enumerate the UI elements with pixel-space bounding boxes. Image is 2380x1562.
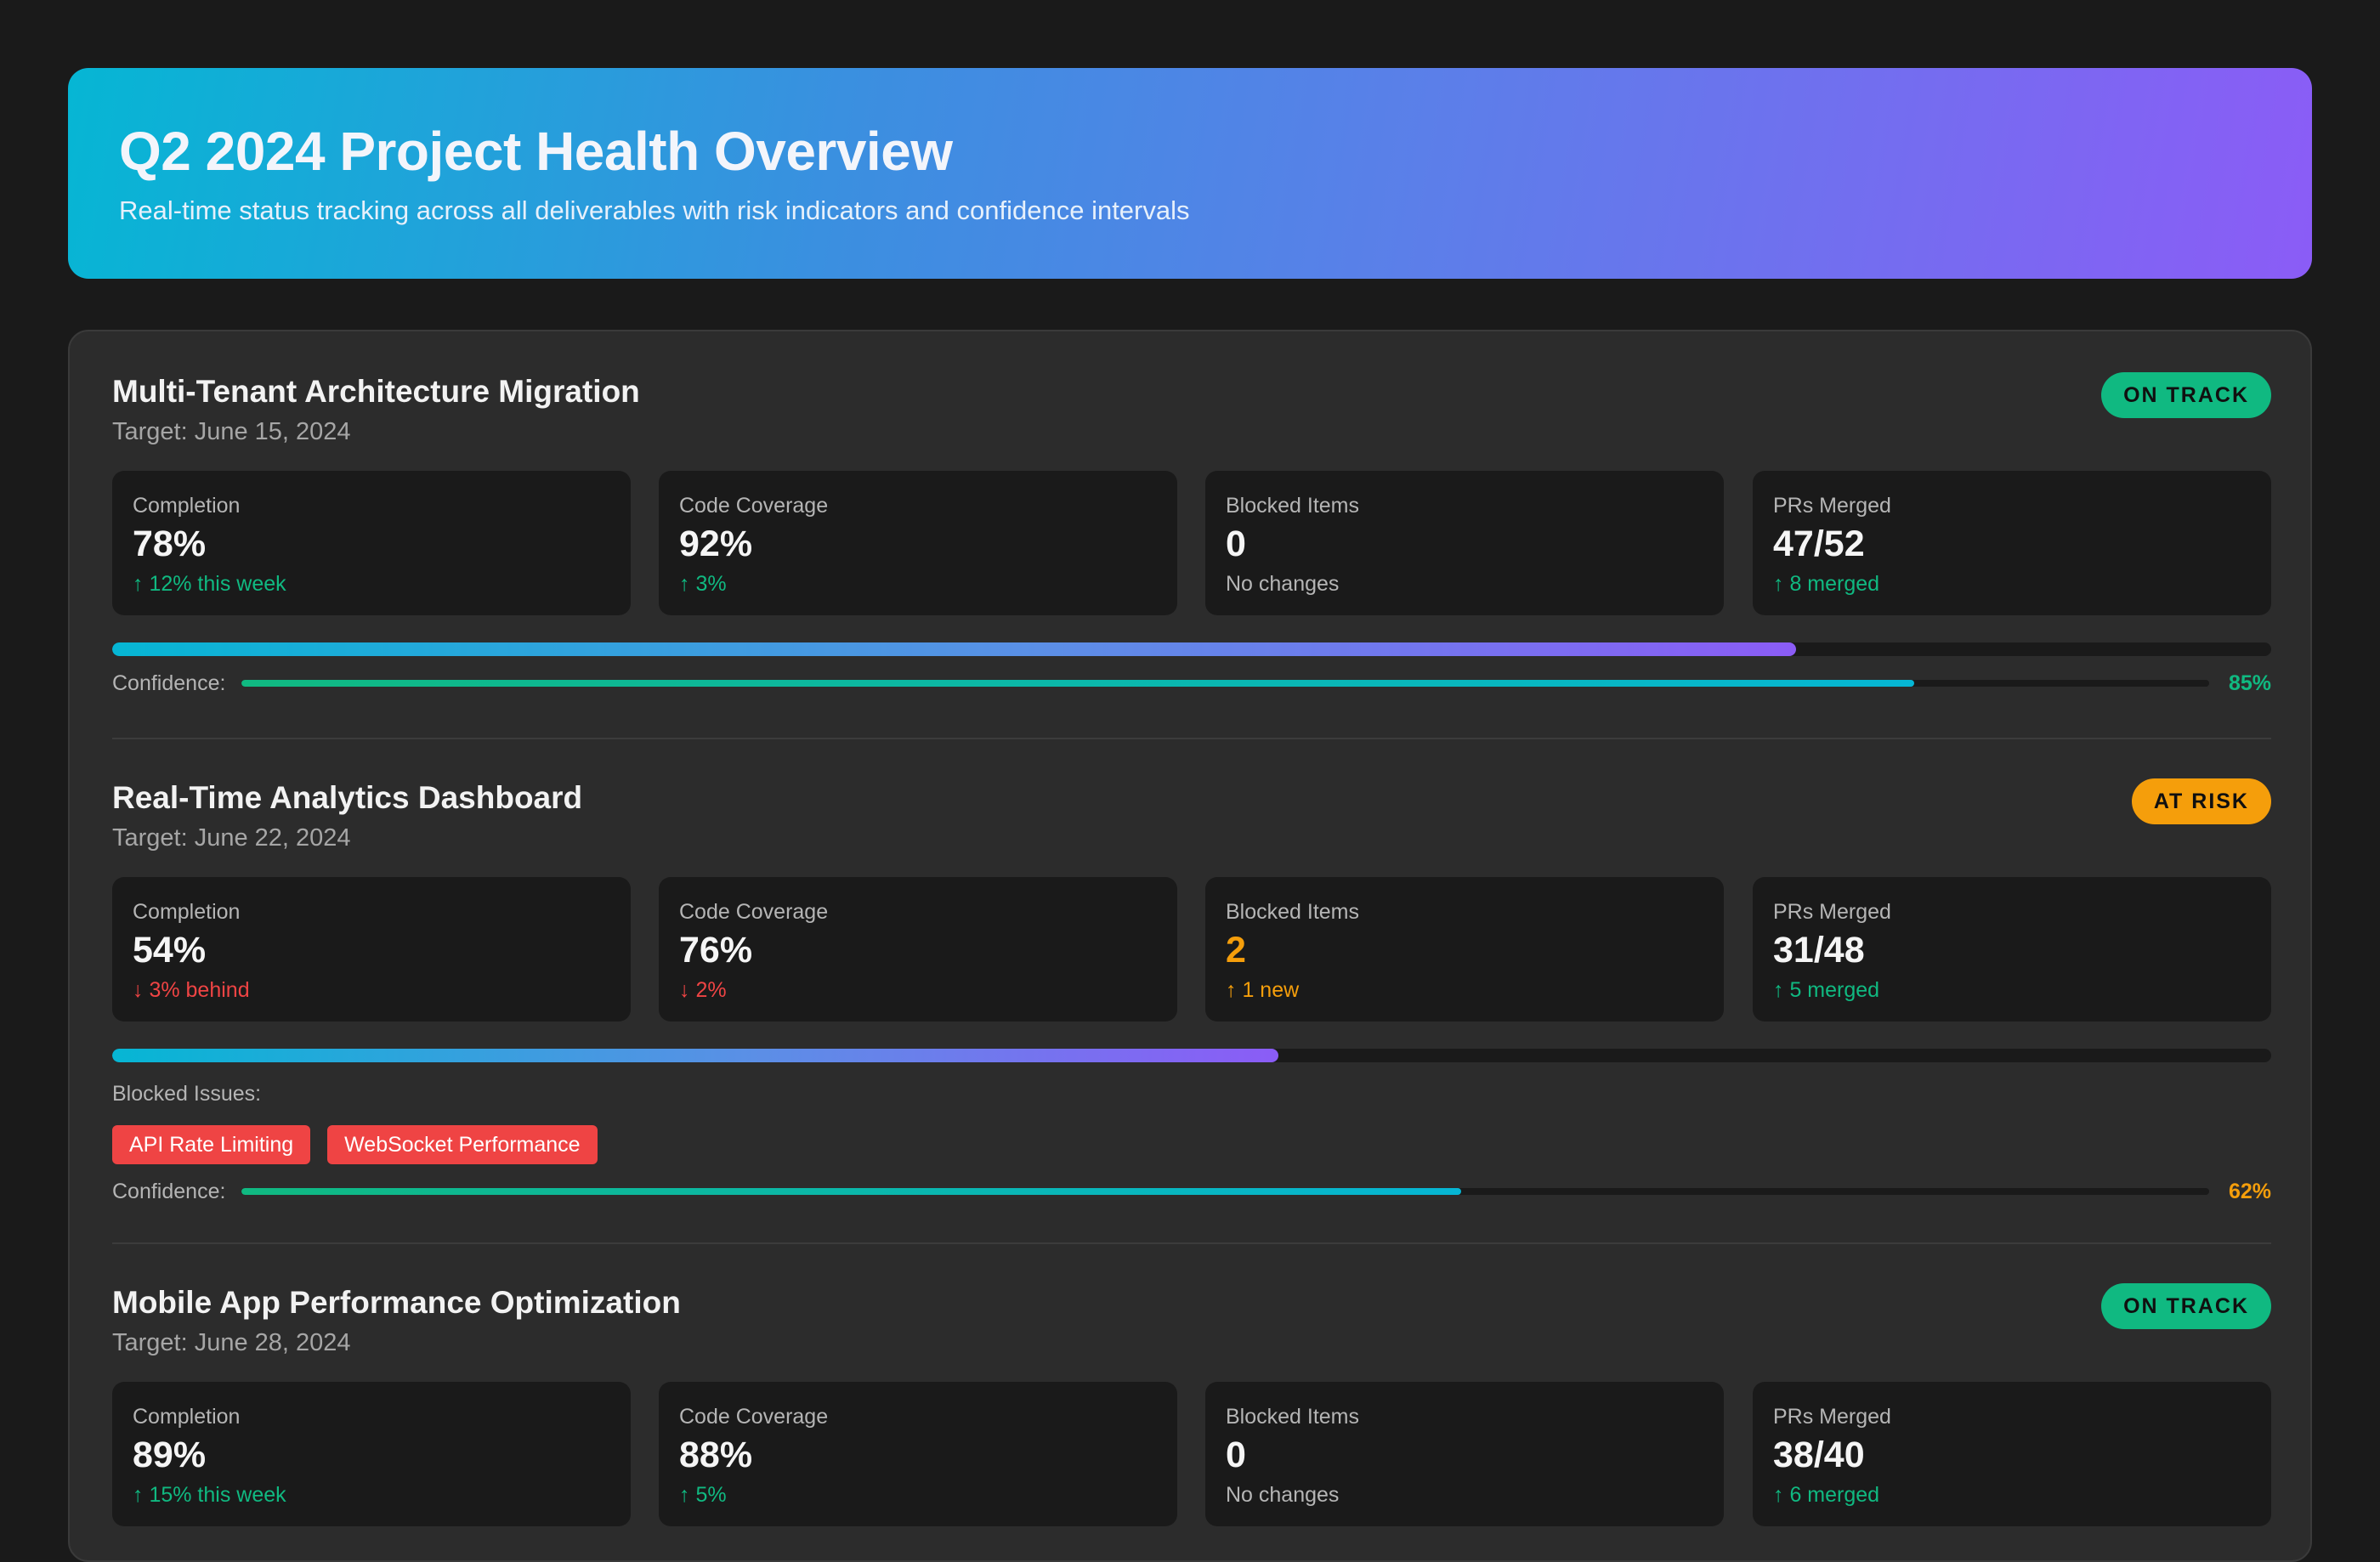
metric-delta: ↑ 15% this week [133,1483,286,1507]
confidence-fill [241,680,1914,687]
metric-value: 0 [1226,523,1246,564]
metric-label: Blocked Items [1226,1405,1360,1429]
confidence-row: Confidence: 62% [112,1176,2271,1207]
progress-fill [112,642,1797,656]
metric-delta: ↑ 3% [679,572,727,596]
metric-label: PRs Merged [1773,494,1891,518]
metric-value: 92% [679,523,753,564]
metric-delta: ↓ 2% [679,978,727,1002]
project-title: Mobile App Performance Optimization [112,1285,681,1320]
page-header: Q2 2024 Project Health Overview Real-tim… [68,68,2312,279]
metric-label: Completion [133,1405,241,1429]
metric-prs-merged: PRs Merged 38/40 ↑ 6 merged [1753,1382,2271,1526]
blocked-issue-chip[interactable]: API Rate Limiting [112,1125,311,1164]
confidence-row: Confidence: 85% [112,668,2271,699]
confidence-bar [241,680,2209,687]
metric-blocked-items: Blocked Items 0 No changes [1205,471,1724,615]
metric-delta: ↑ 1 new [1226,978,1300,1002]
metric-value: 31/48 [1773,930,1865,971]
project-card-multi-tenant: Multi-Tenant Architecture Migration Targ… [112,371,2271,727]
metric-value: 88% [679,1435,753,1475]
metrics-row: Completion 89% ↑ 15% this week Code Cove… [112,1382,2271,1526]
metrics-row: Completion 54% ↓ 3% behind Code Coverage… [112,877,2271,1022]
status-badge: AT RISK [2131,778,2271,824]
metric-delta: ↑ 8 merged [1773,572,1880,596]
blocked-issue-chip[interactable]: WebSocket Performance [327,1125,598,1164]
metric-delta: ↑ 6 merged [1773,1483,1880,1507]
metric-label: Blocked Items [1226,900,1360,924]
confidence-value: 62% [2228,1180,2271,1203]
metric-value: 54% [133,930,207,971]
confidence-value: 85% [2228,671,2271,695]
metric-value: 78% [133,523,207,564]
blocked-issues-label: Blocked Issues: [112,1082,262,1106]
metric-value: 89% [133,1435,207,1475]
metric-delta: ↑ 5 merged [1773,978,1880,1002]
divider [112,1242,2271,1244]
metric-delta: ↑ 5% [679,1483,727,1507]
metric-completion: Completion 54% ↓ 3% behind [112,877,631,1022]
metric-prs-merged: PRs Merged 31/48 ↑ 5 merged [1753,877,2271,1022]
metric-label: Completion [133,900,241,924]
metric-value: 0 [1226,1435,1246,1475]
progress-fill [112,1049,1278,1062]
metric-delta: No changes [1226,572,1340,596]
metric-label: Code Coverage [679,494,829,518]
projects-panel: Multi-Tenant Architecture Migration Targ… [68,330,2312,1562]
page-subtitle: Real-time status tracking across all del… [119,195,1190,225]
project-target-date: Target: June 22, 2024 [112,824,351,852]
metric-code-coverage: Code Coverage 76% ↓ 2% [659,877,1177,1022]
metric-blocked-items: Blocked Items 0 No changes [1205,1382,1724,1526]
project-title: Real-Time Analytics Dashboard [112,780,583,815]
metric-label: Blocked Items [1226,494,1360,518]
metric-prs-merged: PRs Merged 47/52 ↑ 8 merged [1753,471,2271,615]
completion-progress-bar [112,642,2271,656]
metric-delta: ↑ 12% this week [133,572,286,596]
metric-delta: No changes [1226,1483,1340,1507]
confidence-label: Confidence: [112,671,226,695]
metric-value: 38/40 [1773,1435,1865,1475]
metric-value: 47/52 [1773,523,1865,564]
project-target-date: Target: June 28, 2024 [112,1329,351,1356]
metric-delta: ↓ 3% behind [133,978,250,1002]
metric-completion: Completion 89% ↑ 15% this week [112,1382,631,1526]
metric-completion: Completion 78% ↑ 12% this week [112,471,631,615]
metric-value: 2 [1226,930,1246,971]
metrics-row: Completion 78% ↑ 12% this week Code Cove… [112,471,2271,615]
status-badge: ON TRACK [2101,1283,2271,1329]
metric-label: Code Coverage [679,1405,829,1429]
project-card-analytics-dashboard: Real-Time Analytics Dashboard Target: Ju… [112,777,2271,1525]
project-title: Multi-Tenant Architecture Migration [112,374,640,409]
confidence-label: Confidence: [112,1180,226,1203]
confidence-fill [241,1188,1462,1195]
metric-code-coverage: Code Coverage 92% ↑ 3% [659,471,1177,615]
metric-code-coverage: Code Coverage 88% ↑ 5% [659,1382,1177,1526]
metric-label: PRs Merged [1773,1405,1891,1429]
metric-value: 76% [679,930,753,971]
project-card-mobile-performance: Mobile App Performance Optimization Targ… [112,1282,2271,1537]
status-badge: ON TRACK [2101,372,2271,418]
metric-label: Code Coverage [679,900,829,924]
page-title: Q2 2024 Project Health Overview [119,121,953,182]
metric-label: PRs Merged [1773,900,1891,924]
metric-label: Completion [133,494,241,518]
metric-blocked-items: Blocked Items 2 ↑ 1 new [1205,877,1724,1022]
divider [112,738,2271,739]
project-target-date: Target: June 15, 2024 [112,418,351,445]
confidence-bar [241,1188,2209,1195]
completion-progress-bar [112,1049,2271,1062]
blocked-issues-list: API Rate Limiting WebSocket Performance [112,1125,615,1164]
